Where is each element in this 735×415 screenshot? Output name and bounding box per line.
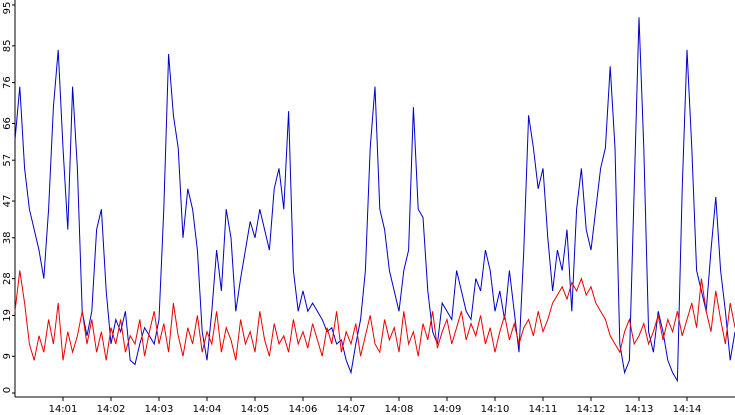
y-tick-label: 38 (2, 231, 13, 244)
x-tick-label: 14:05 (241, 404, 270, 415)
x-tick-label: 14:10 (481, 404, 510, 415)
y-tick-label: 47 (2, 195, 13, 208)
series-line (14, 270, 735, 361)
x-tick-label: 14:01 (49, 404, 78, 415)
y-tick-label: 9 (2, 353, 13, 359)
x-tick-label: 14:14 (673, 404, 702, 415)
y-tick-label: 0 (2, 387, 13, 393)
x-tick-label: 14:02 (97, 404, 126, 415)
x-tick-label: 14:08 (385, 404, 414, 415)
x-tick-label: 14:06 (289, 404, 318, 415)
y-tick-label: 19 (2, 309, 13, 322)
x-tick-label: 14:11 (529, 404, 558, 415)
y-tick-label: 66 (2, 117, 13, 130)
series-line (14, 17, 735, 383)
x-tick-label: 14:12 (577, 404, 606, 415)
y-tick-label: 85 (2, 39, 13, 52)
x-tick-label: 14:13 (625, 404, 654, 415)
y-tick-label: 57 (2, 154, 13, 167)
y-tick-label: 76 (2, 76, 13, 89)
y-tick-label: 95 (2, 2, 13, 15)
x-tick-label: 14:09 (433, 404, 462, 415)
x-tick-label: 14:04 (193, 404, 222, 415)
x-tick-label: 14:03 (145, 404, 174, 415)
y-tick-label: 28 (2, 272, 13, 285)
x-tick-label: 14:07 (337, 404, 366, 415)
